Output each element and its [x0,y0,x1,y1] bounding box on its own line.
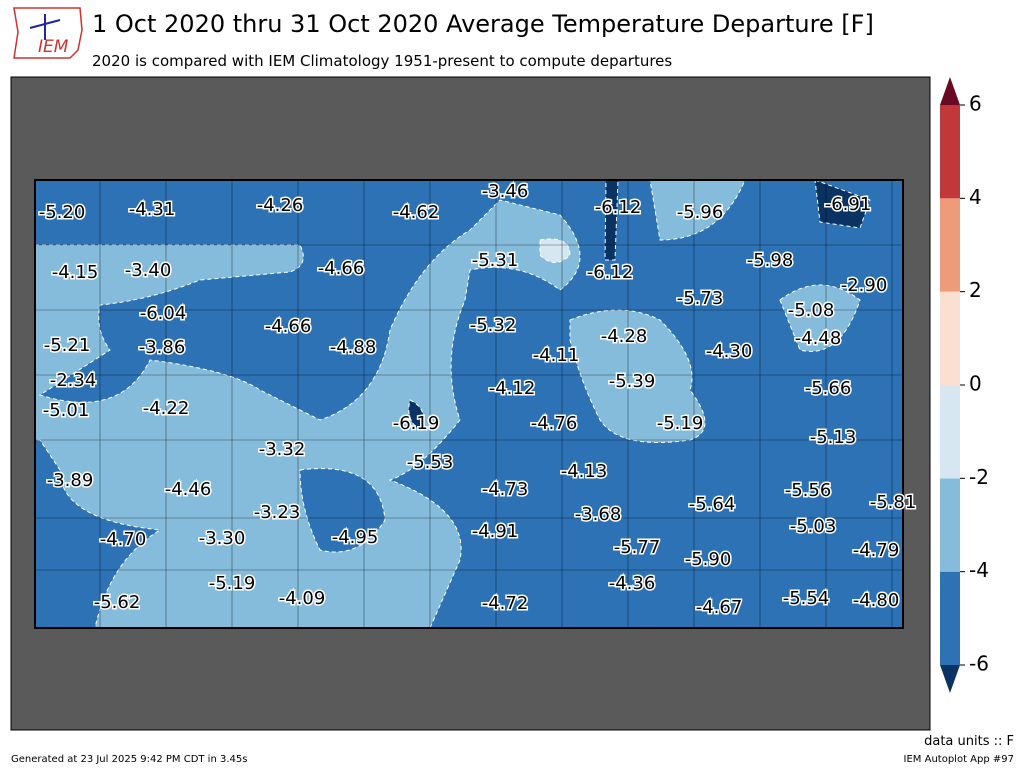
colorbar-tick-label: 4 [969,185,982,209]
station-value: -2.90 [841,275,888,296]
station-value: -4.70 [100,529,147,550]
colorbar: -6 -4 -2 0 2 4 6 [940,77,989,693]
county-lines [35,180,903,628]
station-value: -5.90 [685,549,732,570]
station-value: -4.66 [318,258,365,279]
station-value: -5.20 [39,202,86,223]
colorbar-segment [940,478,960,572]
station-value: -3.68 [575,504,622,525]
station-value: -3.23 [254,502,301,523]
station-value: -4.12 [489,378,536,399]
station-value: -4.67 [696,597,743,618]
colorbar-under [940,665,960,693]
colorbar-segment [940,198,960,292]
station-value: -3.32 [259,439,306,460]
station-value: -5.13 [810,427,857,448]
colorbar-segment [940,385,960,479]
colorbar-tick-label: -4 [969,558,989,582]
station-value: -4.79 [853,540,900,561]
station-value: -5.64 [689,494,736,515]
station-value: -4.22 [143,398,190,419]
station-value: -5.01 [43,400,90,421]
station-value: -5.66 [805,378,852,399]
logo-text: IEM [38,37,69,57]
station-value: -5.31 [472,250,519,271]
station-value: -4.36 [609,573,656,594]
station-value: -4.30 [706,341,753,362]
station-value: -5.19 [657,413,704,434]
station-value: -5.54 [783,588,830,609]
station-value: -5.32 [470,315,517,336]
station-value: -5.77 [614,537,661,558]
logo: IEM [13,7,83,59]
station-value: -5.56 [785,480,832,501]
station-value: -6.91 [825,194,872,215]
colorbar-tick-label: 0 [969,372,982,396]
station-value: -4.80 [853,590,900,611]
station-value: -4.72 [482,593,529,614]
station-value: -4.73 [482,479,529,500]
station-value: -4.13 [561,461,608,482]
station-value: -4.91 [472,521,519,542]
station-value: -6.19 [393,413,440,434]
station-value: -2.34 [50,370,97,391]
station-value: -6.12 [595,197,642,218]
station-value: -4.15 [52,262,99,283]
station-value: -3.40 [125,260,172,281]
title: 1 Oct 2020 thru 31 Oct 2020 Average Temp… [92,10,874,38]
station-value: -6.04 [140,303,187,324]
station-value: -4.26 [257,195,304,216]
station-value: -4.76 [531,413,578,434]
generated: Generated at 23 Jul 2025 9:42 PM CDT in … [11,754,247,765]
station-value: -4.66 [265,316,312,337]
station-value: -4.95 [332,527,379,548]
station-value: -4.09 [279,588,326,609]
station-value: -5.21 [44,335,91,356]
station-value: -5.81 [870,492,917,513]
station-value: -5.19 [209,573,256,594]
station-value: -3.30 [199,528,246,549]
units: data units :: F [924,734,1014,749]
station-value: -6.12 [587,262,634,283]
station-value: -4.31 [129,199,176,220]
colorbar-over [940,77,960,105]
subtitle: 2020 is compared with IEM Climatology 19… [92,52,672,70]
station-value: -5.08 [788,300,835,321]
station-value: -4.88 [330,337,377,358]
map: -5.20 -4.31 -4.26 -4.62 -3.46 -6.12 -5.96 -6.91… [10,76,931,731]
colorbar-tick-label: 2 [969,278,982,302]
colorbar-tick-label: -6 [969,652,989,676]
station-value: -5.53 [407,452,454,473]
station-value: -5.98 [747,250,794,271]
colorbar-segment [940,571,960,665]
station-value: -4.62 [393,202,440,223]
app-id: IEM Autoplot App #97 [904,754,1014,765]
colorbar-segment [940,105,960,199]
station-value: -4.48 [795,328,842,349]
station-value: -4.11 [533,345,580,366]
station-value: -5.96 [677,202,724,223]
colorbar-segment [940,291,960,385]
station-value: -4.28 [601,326,648,347]
station-value: -3.89 [47,470,94,491]
station-value: -4.46 [165,479,212,500]
station-value: -5.39 [609,371,656,392]
station-value: -3.46 [482,181,529,202]
station-value: -5.62 [94,592,141,613]
station-value: -5.03 [790,516,837,537]
station-value: -3.86 [139,337,186,358]
colorbar-tick-label: 6 [969,92,982,116]
station-value: -5.73 [677,288,724,309]
colorbar-tick-label: -2 [969,465,989,489]
